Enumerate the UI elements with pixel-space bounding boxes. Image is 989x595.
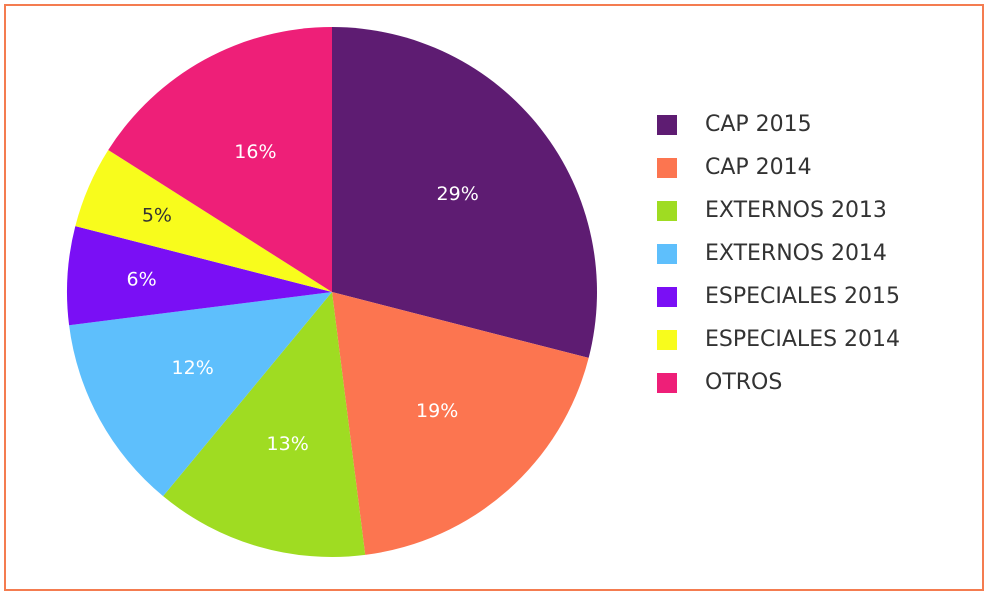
pie-slice [67,226,333,326]
slice-label: 13% [267,433,309,455]
legend-label: ESPECIALES 2015 [705,284,900,309]
slice-label: 5% [142,205,172,227]
slice-label: 29% [437,183,479,205]
legend-label: ESPECIALES 2014 [705,327,900,352]
legend-swatch [657,373,677,393]
legend-swatch [657,287,677,307]
legend-label: EXTERNOS 2013 [705,198,887,223]
legend-swatch [657,158,677,178]
pie-slice [108,27,332,292]
pie-slice [75,150,332,292]
slice-label: 12% [172,357,214,379]
legend-swatch [657,115,677,135]
slice-label: 19% [416,400,458,422]
slice-label: 6% [126,269,156,291]
slice-label: 16% [234,141,276,163]
pie-slice [69,292,333,497]
pie-slice [332,27,598,358]
legend-label: CAP 2015 [705,112,812,137]
legend-label: EXTERNOS 2014 [705,241,887,266]
pie-slice [163,292,366,557]
legend-swatch [657,201,677,221]
legend-swatch [657,244,677,264]
legend-label: OTROS [705,370,782,395]
legend-swatch [657,330,677,350]
pie-slice [332,292,589,555]
legend-label: CAP 2014 [705,155,812,180]
